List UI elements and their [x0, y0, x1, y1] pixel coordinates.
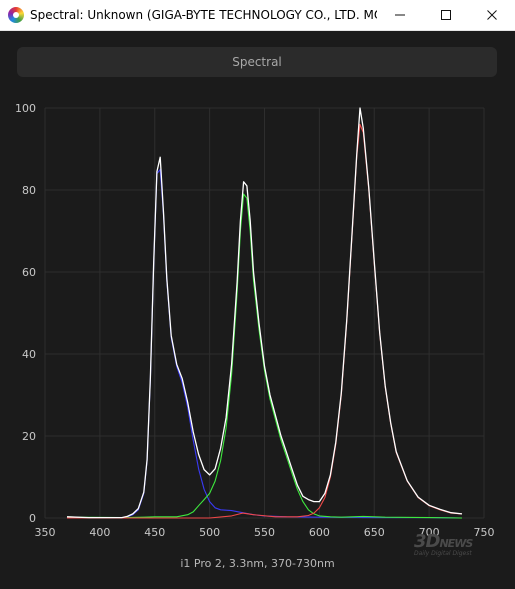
watermark-sub: Daily Digital Digest [414, 550, 472, 557]
y-tick-label: 0 [29, 512, 36, 525]
y-tick-label: 60 [22, 266, 36, 279]
window-content: Spectral 350 400 450 500 550 600 650 700 750 0 20 4… [0, 31, 515, 589]
watermark-main: 3D [414, 531, 440, 552]
x-tick-label: 750 [474, 526, 495, 539]
close-button[interactable] [469, 0, 515, 31]
x-tick-label: 350 [35, 526, 56, 539]
minimize-button[interactable] [377, 0, 423, 31]
spectral-chart-svg: 350 400 450 500 550 600 650 700 750 0 20 40 60 80 100 [15, 102, 495, 539]
x-tick-label: 600 [309, 526, 330, 539]
tab-spectral[interactable]: Spectral [17, 47, 497, 77]
x-tick-label: 400 [89, 526, 110, 539]
maximize-button[interactable] [423, 0, 469, 31]
maximize-icon [441, 10, 451, 20]
close-icon [487, 10, 497, 20]
chart-series [66, 107, 463, 519]
watermark-news: NEWS [439, 537, 473, 550]
x-tick-label: 650 [364, 526, 385, 539]
minimize-icon [395, 14, 405, 16]
watermark-logo: 3DNEWS Daily Digital Digest [414, 531, 504, 571]
series-line-total [66, 107, 463, 519]
y-tick-label: 40 [22, 348, 36, 361]
y-tick-label: 20 [22, 430, 36, 443]
x-tick-label: 550 [254, 526, 275, 539]
device-info-footer: i1 Pro 2, 3.3nm, 370-730nm [180, 557, 335, 570]
x-tick-label: 450 [144, 526, 165, 539]
chart-grid [44, 107, 485, 519]
y-tick-label: 80 [22, 184, 36, 197]
spectral-chart: 350 400 450 500 550 600 650 700 750 0 20 40 60 80 100 [0, 91, 515, 581]
title-bar: Spectral: Unknown (GIGA-BYTE TECHNOLOGY … [0, 0, 515, 31]
x-tick-label: 500 [199, 526, 220, 539]
y-tick-label: 100 [15, 102, 36, 115]
window-title: Spectral: Unknown (GIGA-BYTE TECHNOLOGY … [30, 8, 377, 22]
spectrum-app-icon [8, 7, 24, 23]
series-line-green [66, 193, 463, 519]
chart-axes: 350 400 450 500 550 600 650 700 750 0 20 40 60 80 100 [15, 102, 495, 539]
x-tick-label: 700 [419, 526, 440, 539]
